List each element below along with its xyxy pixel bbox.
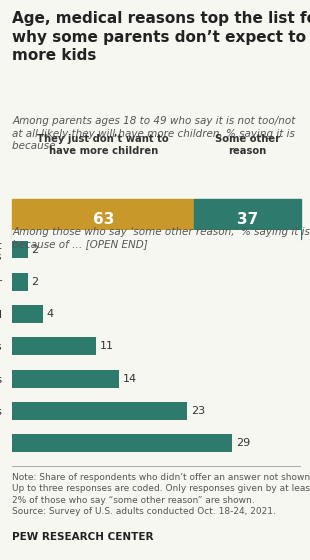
- Text: 2: 2: [31, 245, 38, 255]
- Text: Among those who say ‘some other reason,’ % saying it is
because of … [OPEN END]: Among those who say ‘some other reason,’…: [12, 227, 310, 249]
- Text: 29: 29: [236, 438, 250, 448]
- Text: PEW RESEARCH CENTER: PEW RESEARCH CENTER: [12, 532, 154, 542]
- Bar: [12, 338, 96, 355]
- Text: Some other
reason: Some other reason: [215, 134, 280, 156]
- Bar: [12, 435, 232, 452]
- Text: 23: 23: [191, 406, 205, 416]
- Text: 2: 2: [31, 277, 38, 287]
- Bar: [12, 305, 43, 323]
- Text: 37: 37: [237, 212, 258, 227]
- Bar: [12, 402, 187, 420]
- Text: Age, medical reasons top the list for
why some parents don’t expect to have
more: Age, medical reasons top the list for wh…: [12, 11, 310, 63]
- Text: They just don’t want to
have more children: They just don’t want to have more childr…: [38, 134, 169, 156]
- Text: 63: 63: [92, 212, 114, 227]
- Text: 11: 11: [100, 342, 114, 351]
- Bar: [12, 241, 28, 259]
- Bar: [194, 199, 301, 239]
- Bar: [12, 273, 28, 291]
- Text: Note: Share of respondents who didn’t offer an answer not shown.
Up to three res: Note: Share of respondents who didn’t of…: [12, 473, 310, 516]
- Bar: [12, 199, 194, 239]
- Bar: [12, 370, 119, 388]
- Text: Among parents ages 18 to 49 who say it is not too/not
at all likely they will ha: Among parents ages 18 to 49 who say it i…: [12, 116, 296, 151]
- Text: 4: 4: [46, 309, 54, 319]
- Text: 14: 14: [122, 374, 136, 384]
